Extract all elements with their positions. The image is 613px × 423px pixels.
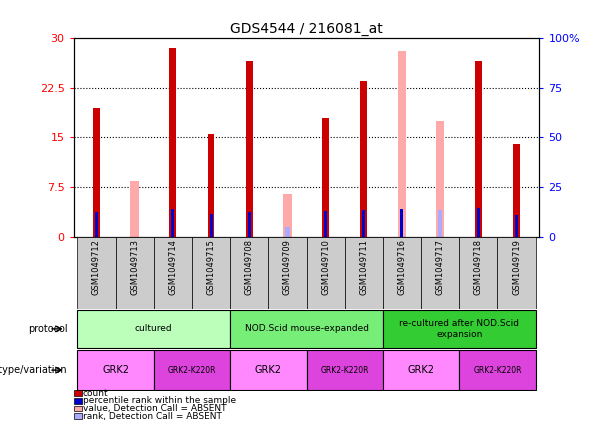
Bar [345,237,383,309]
Bar [421,237,459,309]
Bar [360,81,367,237]
Bar [230,310,383,348]
Text: cultured: cultured [135,324,173,333]
Text: GRK2-K220R: GRK2-K220R [168,365,216,375]
Bar [230,350,306,390]
Text: GRK2: GRK2 [255,365,282,375]
Bar [154,237,192,309]
Text: GSM1049708: GSM1049708 [245,239,254,295]
Text: GSM1049716: GSM1049716 [397,239,406,295]
Bar [515,215,518,237]
Bar [438,210,443,237]
Bar [171,209,174,237]
Bar [192,237,230,309]
Bar [436,121,444,237]
Bar [362,210,365,237]
Text: percentile rank within the sample: percentile rank within the sample [83,396,236,405]
Bar [513,144,520,237]
Bar [77,350,154,390]
Bar [400,209,403,237]
Bar [383,237,421,309]
Bar [306,350,383,390]
Bar [210,214,213,237]
Bar [477,208,480,237]
Text: GSM1049709: GSM1049709 [283,239,292,295]
Bar [459,237,497,309]
Bar [208,134,215,237]
Text: GSM1049710: GSM1049710 [321,239,330,295]
Text: GRK2: GRK2 [102,365,129,375]
Text: GSM1049711: GSM1049711 [359,239,368,295]
Text: GSM1049714: GSM1049714 [169,239,177,295]
Text: GSM1049715: GSM1049715 [207,239,216,295]
Bar [131,181,139,237]
Text: count: count [83,389,109,398]
Bar [475,61,482,237]
Text: GSM1049718: GSM1049718 [474,239,483,295]
Bar [230,237,268,309]
Text: value, Detection Call = ABSENT: value, Detection Call = ABSENT [83,404,226,413]
Text: re-cultured after NOD.Scid
expansion: re-cultured after NOD.Scid expansion [399,319,519,338]
Text: GRK2: GRK2 [408,365,435,375]
Bar [497,237,536,309]
Bar [322,118,329,237]
Bar [77,310,230,348]
Bar [383,310,536,348]
Text: GSM1049717: GSM1049717 [436,239,444,295]
Text: NOD.Scid mouse-expanded: NOD.Scid mouse-expanded [245,324,368,333]
Bar [93,108,100,237]
Bar [248,212,251,237]
Bar [268,237,306,309]
Text: GSM1049713: GSM1049713 [130,239,139,295]
Bar [95,212,98,237]
Bar [283,194,292,237]
Text: rank, Detection Call = ABSENT: rank, Detection Call = ABSENT [83,412,222,420]
Bar [246,61,253,237]
Text: GSM1049712: GSM1049712 [92,239,101,295]
Text: GRK2-K220R: GRK2-K220R [473,365,522,375]
Bar [383,350,459,390]
Text: GSM1049719: GSM1049719 [512,239,521,295]
Bar [306,237,345,309]
Bar [169,48,177,237]
Title: GDS4544 / 216081_at: GDS4544 / 216081_at [230,22,383,36]
Text: GRK2-K220R: GRK2-K220R [321,365,369,375]
Text: genotype/variation: genotype/variation [0,365,67,375]
Bar [154,350,230,390]
Bar [116,237,154,309]
Bar [398,51,406,237]
Bar [324,211,327,237]
Text: protocol: protocol [28,324,67,334]
Bar [285,227,290,237]
Bar [77,237,116,309]
Bar [459,350,536,390]
